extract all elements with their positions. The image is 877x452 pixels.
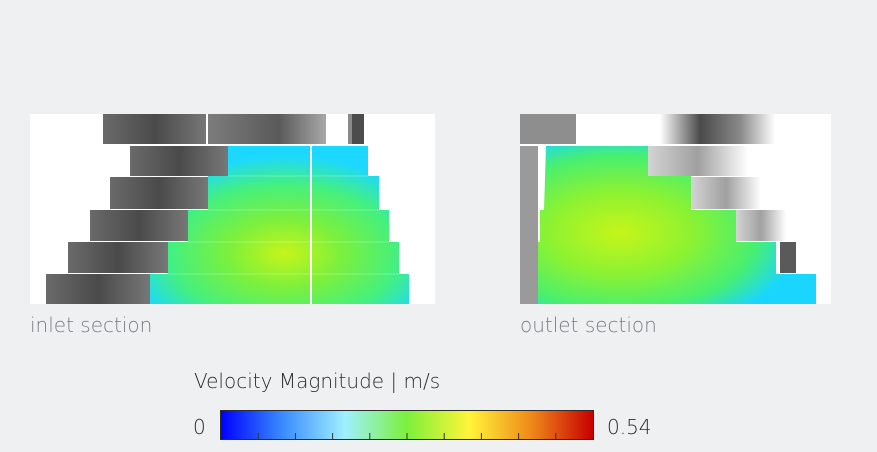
colorbar [220,410,594,440]
inlet-wall-block-top-2 [208,114,326,144]
legend-min-label: 0 [193,415,206,439]
inlet-wall-block-5 [46,274,150,304]
inlet-velocity-contour [150,146,409,304]
outlet-wall-block-4 [780,242,796,273]
inlet-wall-block-top-4 [352,114,364,144]
inlet-wall-block-3 [90,210,188,241]
outlet-wall-block-top [520,114,576,144]
inlet-wall-block-1 [130,146,228,176]
outlet-section-caption: outlet section [520,313,657,337]
inlet-wall-block-2 [110,177,208,209]
outlet-wall-block-3 [736,210,786,241]
outlet-wall-left [520,114,538,304]
legend-max-label: 0.54 [607,415,652,439]
inlet-section-caption: inlet section [30,313,153,337]
outlet-section-plot [520,114,831,304]
inlet-wall-block-top [103,114,207,144]
legend-title: Velocity Magnitude | m/s [194,369,441,393]
outlet-velocity-contour [536,146,816,304]
outlet-velocity-field [520,114,831,304]
outlet-wall-block-2 [691,177,761,209]
colorbar-gradient [221,411,593,439]
inlet-wall-block-top-3 [348,114,354,144]
inlet-section-plot [30,114,435,304]
inlet-velocity-field [30,114,435,304]
outlet-wall-block-top-2 [660,114,775,144]
inlet-wall-block-4 [68,242,168,273]
outlet-wall-block-1 [648,146,748,176]
